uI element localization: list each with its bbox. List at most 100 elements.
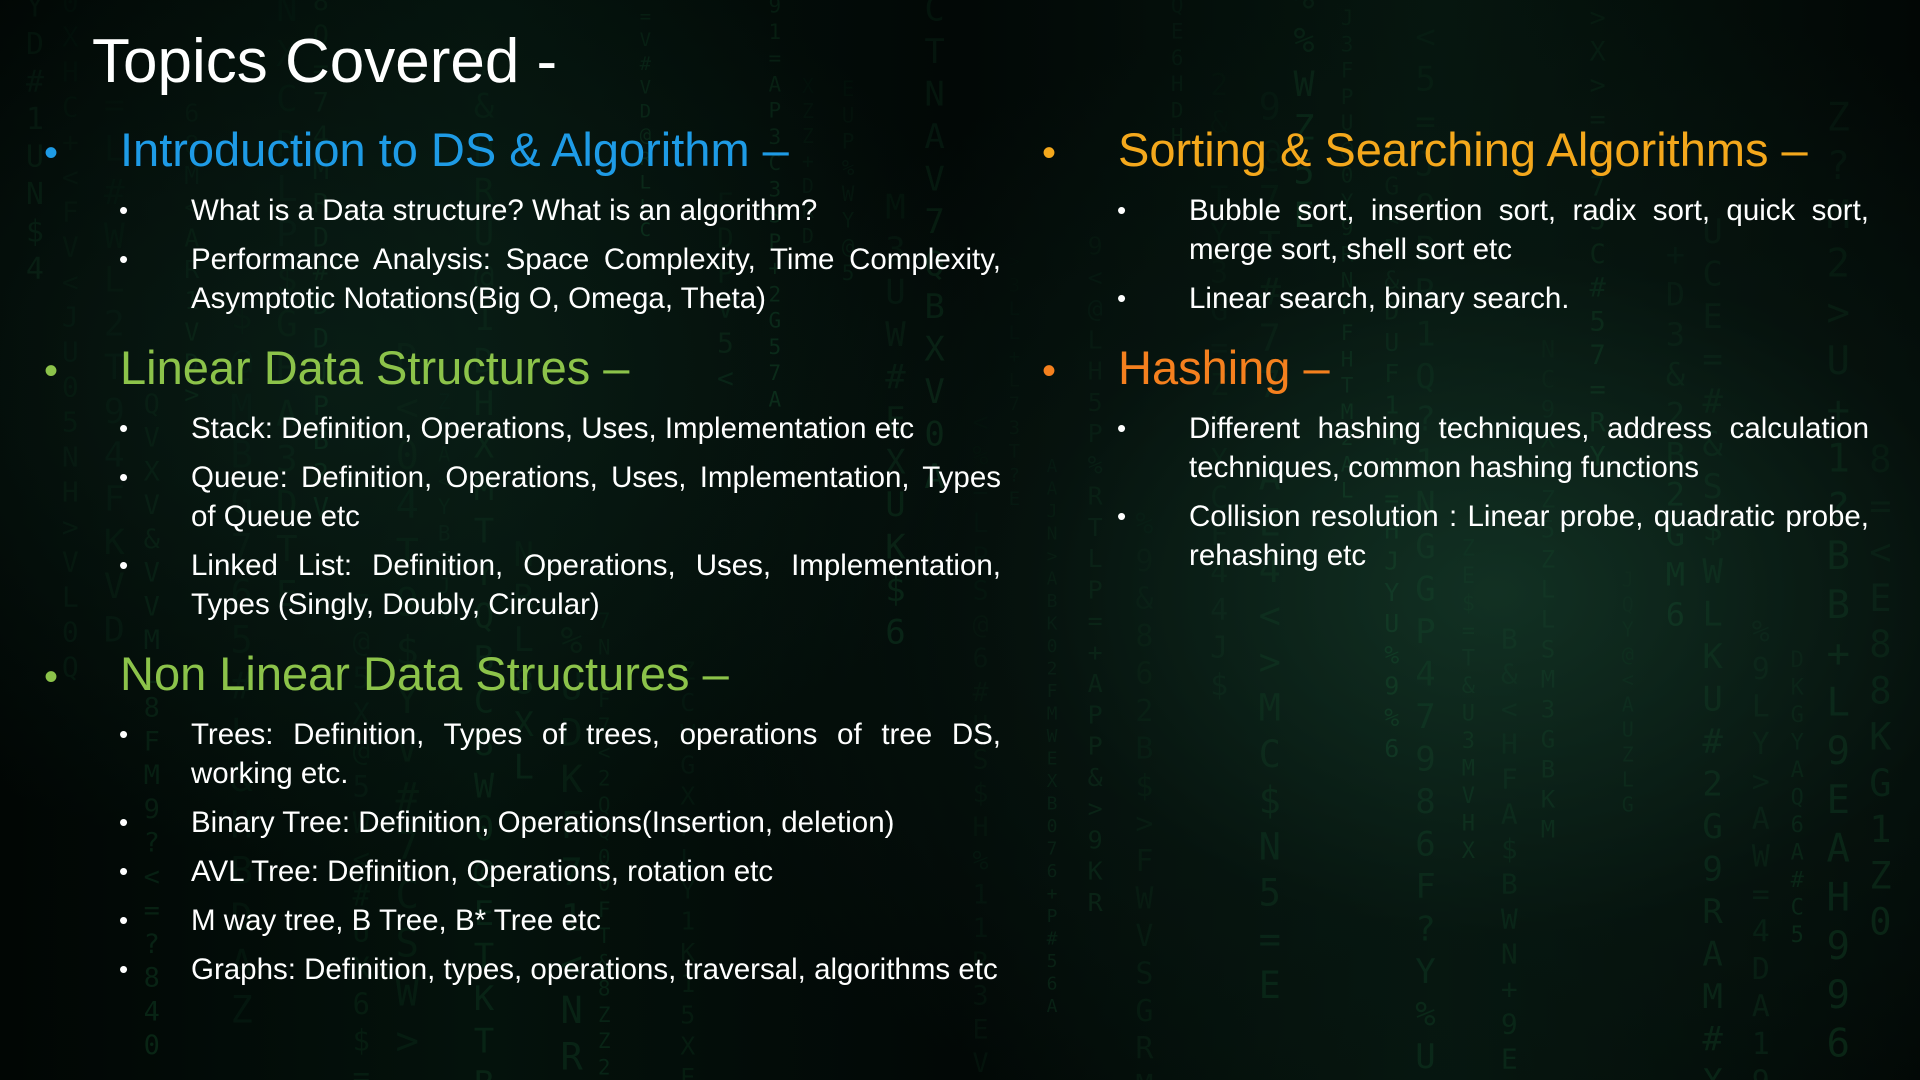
rain-glyph: $	[1702, 509, 1722, 549]
rain-glyph: 9	[104, 392, 125, 432]
rain-glyph: 9	[396, 580, 419, 625]
rain-glyph: Z	[1462, 537, 1475, 562]
rain-glyph: D	[313, 222, 329, 253]
rain-glyph: Y	[1415, 952, 1435, 992]
rain-glyph: 5	[842, 261, 855, 285]
rain-glyph: 7	[561, 850, 583, 893]
rain-glyph: 2	[1827, 242, 1850, 287]
rain-glyph: U	[1341, 111, 1354, 135]
rain-glyph: A	[1622, 692, 1634, 716]
rain-glyph: 7	[1259, 317, 1281, 360]
rain-glyph: Y	[1210, 218, 1228, 253]
rain-glyph: K	[1702, 637, 1723, 677]
rain-glyph: X	[802, 74, 814, 98]
rain-glyph: X	[353, 951, 371, 985]
subtopic-item: • Collision resolution : Linear probe, qu…	[1042, 497, 1872, 575]
rain-glyph: L	[1702, 594, 1722, 634]
rain-glyph: Y	[1590, 441, 1606, 472]
rain-glyph: +	[802, 149, 814, 173]
rain-glyph: F	[1135, 844, 1153, 879]
rain-glyph: N	[924, 74, 944, 114]
rain-glyph: &	[1501, 658, 1518, 691]
rain-glyph: Z	[438, 390, 451, 414]
rain-glyph: 0	[1869, 901, 1891, 944]
rain-glyph: <	[62, 266, 79, 299]
subtopic-item: • Linear search, binary search.	[1042, 279, 1872, 318]
rain-glyph: M	[1462, 757, 1475, 782]
rain-glyph: #	[1590, 273, 1607, 304]
rain-glyph: J	[1415, 145, 1435, 185]
rain-glyph: 1	[26, 102, 44, 137]
subtopic-item: • Bubble sort, insertion sort, radix sort…	[1042, 191, 1872, 269]
rain-glyph: Q	[313, 20, 329, 51]
rain-glyph: @	[231, 341, 253, 384]
rain-glyph: 8	[1135, 619, 1153, 654]
rain-glyph: G	[276, 304, 298, 345]
rain-glyph: 0	[1047, 816, 1058, 837]
subtopic-item: • Trees: Definition, Types of trees, oper…	[44, 715, 1004, 793]
rain-glyph: #	[972, 677, 989, 708]
rain-glyph: U	[1622, 717, 1634, 741]
rain-glyph: A	[276, 394, 298, 435]
rain-glyph: >	[1259, 409, 1281, 452]
rain-glyph: T	[598, 924, 611, 948]
rain-glyph: A	[924, 457, 944, 497]
rain-glyph: 5	[769, 335, 782, 359]
rain-glyph: 3	[1541, 696, 1555, 724]
rain-glyph: E	[680, 1063, 695, 1080]
subtopic-list: • Bubble sort, insertion sort, radix sort…	[1042, 191, 1872, 318]
rain-glyph: #	[353, 879, 371, 913]
rain-glyph: U	[1462, 702, 1475, 727]
subtopic-text: Bubble sort, insertion sort, radix sort,…	[1189, 194, 1869, 266]
rain-glyph: #	[1702, 1019, 1723, 1059]
rain-glyph: M	[1827, 193, 1850, 238]
rain-glyph: L	[1341, 479, 1354, 503]
rain-glyph: K	[104, 523, 125, 563]
rain-glyph: L	[640, 195, 651, 217]
rain-glyph: X	[62, 21, 79, 54]
subtopic-item: • Stack: Definition, Operations, Uses, Im…	[44, 409, 1004, 448]
rain-glyph: R	[802, 199, 815, 223]
rain-glyph: Y	[26, 0, 44, 24]
rain-glyph: H	[474, 129, 494, 169]
rain-glyph: S	[769, 204, 782, 228]
rain-glyph: Q	[474, 596, 494, 636]
rain-glyph: V	[144, 423, 160, 454]
rain-glyph: 6	[1047, 861, 1058, 882]
rain-glyph: V	[717, 292, 734, 325]
rain-glyph: B	[1827, 583, 1850, 628]
subtopic-text: Graphs: Definition, types, operations, t…	[191, 953, 998, 986]
rain-glyph: R	[1088, 482, 1104, 511]
rain-glyph: F	[1341, 59, 1354, 83]
rain-glyph: <	[1622, 667, 1634, 691]
rain-glyph: J	[313, 357, 329, 388]
bullet-icon: •	[44, 349, 59, 393]
rain-glyph: @	[842, 235, 855, 259]
rain-glyph: H	[62, 476, 79, 509]
rain-glyph: B	[438, 522, 451, 546]
rain-glyph: 9	[1341, 216, 1354, 240]
rain-glyph: U	[561, 665, 583, 708]
rain-glyph: 4	[1210, 593, 1228, 628]
rain-glyph: @	[353, 625, 370, 659]
rain-glyph: =	[1590, 374, 1606, 405]
rain-glyph: W	[842, 182, 855, 206]
rain-glyph: F	[1415, 867, 1435, 907]
rain-glyph: P	[276, 214, 298, 255]
rain-glyph: G	[1869, 762, 1891, 805]
rain-glyph: =	[1088, 607, 1103, 636]
bullet-icon: •	[44, 131, 59, 175]
bullet-icon: •	[119, 244, 129, 274]
rain-glyph: L	[144, 659, 160, 690]
rain-glyph: 4	[1752, 915, 1770, 950]
rain-glyph: 9	[1135, 544, 1153, 579]
rain-glyph: X	[474, 426, 495, 466]
rain-glyph: 4	[1259, 548, 1281, 591]
rain-glyph: 1	[680, 907, 695, 936]
rain-glyph: V	[972, 1048, 988, 1079]
rain-glyph: Y	[438, 495, 451, 519]
rain-glyph: %	[1415, 995, 1435, 1035]
rain-glyph: D	[26, 27, 44, 62]
rain-glyph: F	[1341, 321, 1354, 345]
rain-glyph: 2	[313, 459, 329, 490]
